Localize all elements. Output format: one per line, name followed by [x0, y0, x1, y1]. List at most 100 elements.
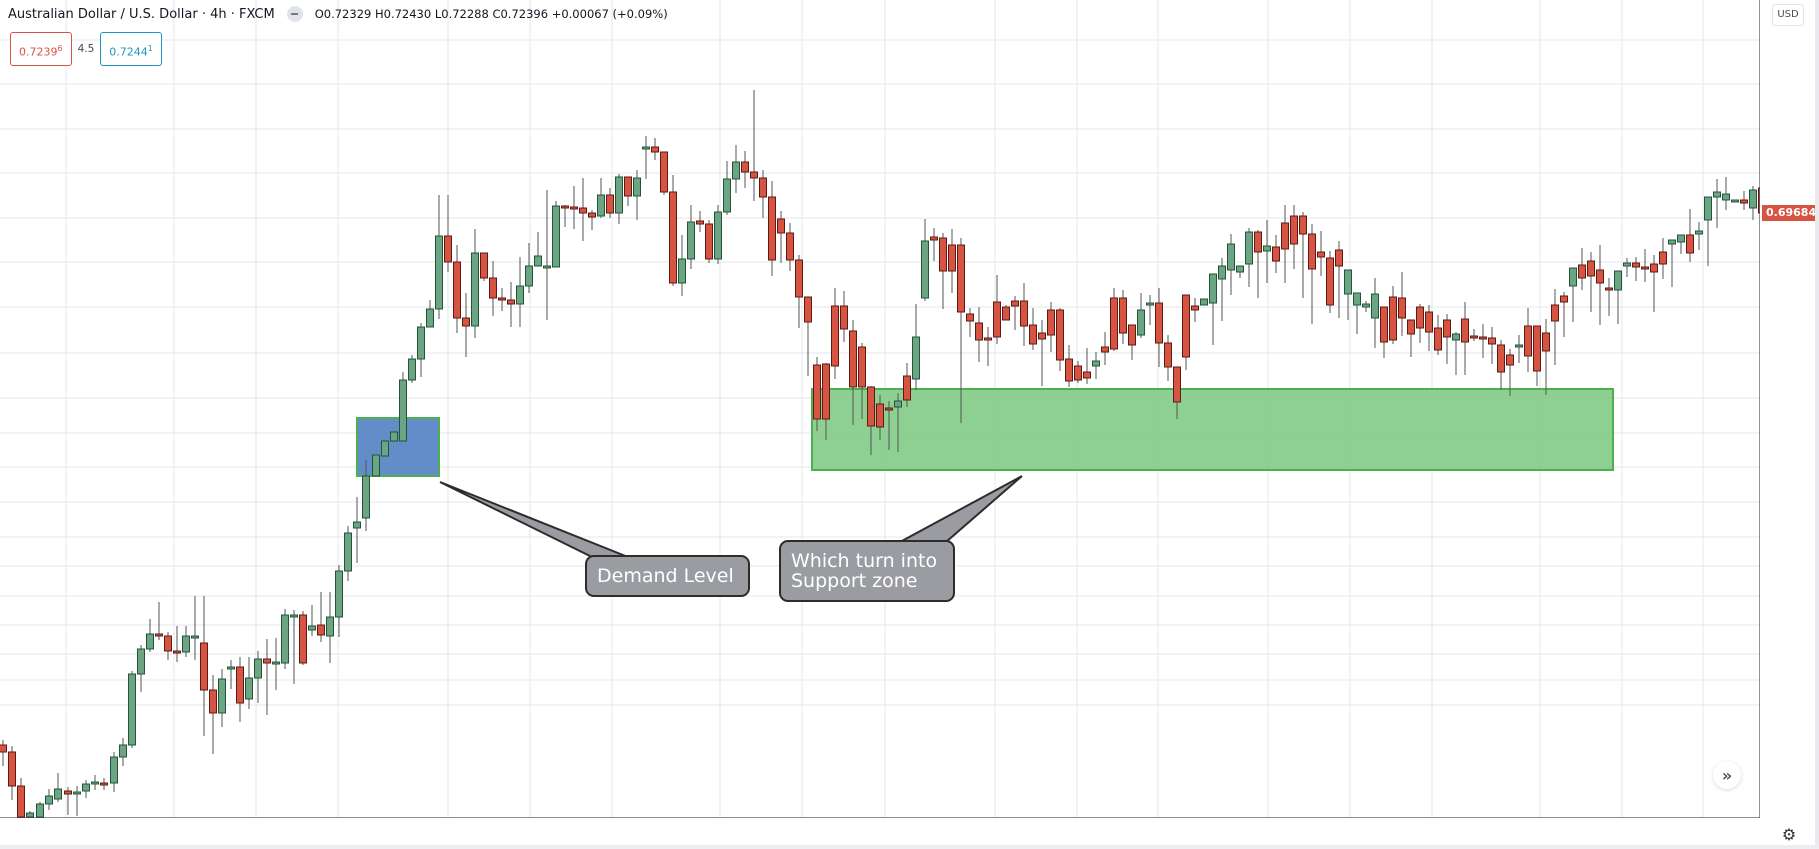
candle-body — [633, 177, 641, 197]
candle-body — [516, 285, 524, 305]
candle-body — [362, 475, 370, 519]
candle-body — [1371, 293, 1379, 319]
candle-body — [840, 305, 848, 330]
trade-buttons: 0.72396 4.5 0.72441 — [10, 32, 162, 66]
candle-body — [344, 532, 352, 572]
candle-body — [308, 625, 316, 631]
candle-body — [1596, 269, 1604, 284]
candle-body — [759, 177, 767, 198]
candle-body — [1029, 324, 1037, 345]
buy-button[interactable]: 0.72441 — [100, 32, 162, 66]
candle-body — [453, 261, 461, 319]
candle-body — [353, 521, 361, 529]
candle-body — [525, 265, 533, 287]
chart-settings-button[interactable]: ⚙ — [1779, 824, 1799, 844]
candle-body — [1002, 306, 1010, 321]
candle-body — [498, 297, 506, 301]
candle-body — [1101, 346, 1109, 353]
sell-price-pip: 6 — [57, 44, 63, 53]
candle-body — [642, 146, 650, 150]
demand-callout-pointer — [439, 481, 629, 558]
candle-body — [1065, 358, 1073, 382]
candle-body — [263, 658, 271, 664]
candle-body — [678, 258, 686, 284]
candle-body — [326, 616, 334, 637]
candle-body — [390, 431, 398, 442]
candle-body — [1461, 318, 1469, 343]
candle-body — [804, 296, 812, 323]
candle-body — [1110, 297, 1118, 350]
support-callout-pointer — [899, 475, 1023, 543]
candle-body — [435, 235, 443, 310]
candle-body — [1011, 300, 1019, 307]
candle-body — [1380, 306, 1388, 343]
candle-body — [786, 232, 794, 261]
candle-body — [696, 220, 704, 225]
candle-body — [975, 322, 983, 341]
candle-body — [723, 178, 731, 213]
candle-body — [200, 642, 208, 691]
candle-body — [1533, 325, 1541, 372]
candle-body — [110, 756, 118, 784]
candle-body — [1740, 199, 1748, 204]
candle-body — [1074, 365, 1082, 381]
candle-body — [1281, 222, 1289, 250]
candle-body — [372, 454, 380, 477]
candle-body — [1173, 366, 1181, 403]
candle-body — [1164, 342, 1172, 368]
candle-body — [17, 785, 25, 818]
scroll-to-realtime-button[interactable]: » — [1713, 761, 1741, 789]
candle-body — [426, 308, 434, 328]
candle-body — [948, 244, 956, 272]
candle-body — [64, 790, 72, 795]
candle-body — [669, 191, 677, 284]
candle-body — [119, 744, 127, 758]
spread-value: 4.5 — [77, 43, 95, 55]
candle-body — [1677, 234, 1685, 243]
candle-body — [1722, 193, 1730, 201]
candle-body — [624, 176, 632, 197]
chart-pane[interactable]: 0.710000.706000.702000.698000.694000.690… — [0, 0, 1760, 818]
candle-body — [1092, 360, 1100, 367]
candle-body — [1488, 337, 1496, 345]
sell-button[interactable]: 0.72396 — [10, 32, 72, 66]
candle-body — [543, 265, 551, 269]
candle-body — [885, 407, 893, 411]
candle-body — [1641, 266, 1649, 270]
chart-legend: Australian Dollar / U.S. Dollar · 4h · F… — [8, 6, 668, 22]
candle-body — [750, 171, 758, 179]
candle-body — [0, 744, 7, 753]
candle-body — [705, 223, 713, 260]
candle-body — [8, 751, 16, 787]
currency-label[interactable]: USD — [1772, 4, 1804, 26]
candle-body — [1713, 191, 1721, 198]
candle-body — [471, 252, 479, 327]
symbol-title[interactable]: Australian Dollar / U.S. Dollar · 4h · F… — [8, 6, 275, 22]
candle-body — [209, 689, 217, 714]
candle-body — [408, 358, 416, 381]
candle-body — [903, 375, 911, 401]
candle-body — [1749, 189, 1757, 209]
collapse-legend-button[interactable] — [286, 6, 303, 22]
candle-body — [1551, 304, 1559, 322]
support-zone-box[interactable] — [811, 388, 1614, 471]
candle-body — [146, 633, 154, 650]
candle-body — [1209, 273, 1217, 304]
candle-body — [1227, 243, 1235, 271]
demand-level-callout[interactable]: Demand Level — [585, 555, 750, 597]
buy-price-pip: 1 — [147, 44, 153, 53]
support-zone-text-line2: Support zone — [791, 570, 918, 592]
candle-body — [54, 788, 62, 800]
candle-body — [615, 176, 623, 214]
candle-body — [867, 386, 875, 427]
demand-zone-box[interactable] — [356, 417, 440, 477]
candle-body — [921, 240, 929, 299]
candle-body — [1758, 187, 1760, 214]
candle-body — [299, 614, 307, 664]
candlestick-chart[interactable]: 0.710000.706000.702000.698000.694000.690… — [0, 0, 1760, 818]
candle-body — [561, 205, 569, 209]
candle-body — [1398, 297, 1406, 319]
bottom-border — [0, 845, 1819, 849]
support-zone-callout[interactable]: Which turn into Support zone — [779, 540, 955, 602]
candle-body — [254, 658, 262, 679]
